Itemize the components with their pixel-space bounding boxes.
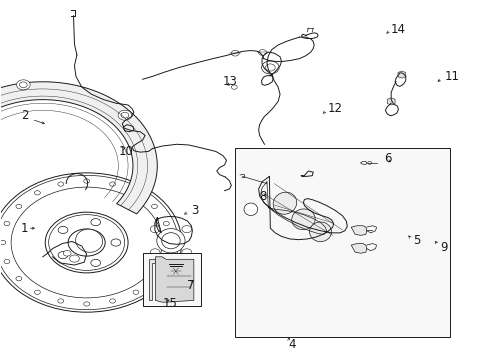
Circle shape bbox=[182, 249, 192, 256]
Circle shape bbox=[58, 226, 68, 234]
Polygon shape bbox=[0, 82, 157, 220]
Ellipse shape bbox=[273, 192, 297, 214]
Text: 10: 10 bbox=[118, 145, 133, 158]
Polygon shape bbox=[398, 71, 406, 78]
Polygon shape bbox=[351, 226, 367, 235]
Ellipse shape bbox=[157, 229, 185, 253]
Bar bbox=[143, 253, 201, 306]
Circle shape bbox=[0, 173, 182, 312]
Text: 7: 7 bbox=[187, 279, 194, 292]
Text: 9: 9 bbox=[440, 241, 447, 255]
Text: 2: 2 bbox=[21, 109, 28, 122]
Text: 5: 5 bbox=[413, 234, 420, 247]
Text: 12: 12 bbox=[328, 102, 343, 115]
Circle shape bbox=[262, 61, 279, 74]
Polygon shape bbox=[387, 98, 395, 105]
Polygon shape bbox=[351, 244, 367, 253]
Circle shape bbox=[63, 250, 71, 256]
Circle shape bbox=[17, 80, 30, 90]
Circle shape bbox=[150, 225, 160, 233]
Ellipse shape bbox=[75, 229, 102, 252]
Polygon shape bbox=[148, 259, 155, 300]
Circle shape bbox=[111, 239, 121, 246]
Circle shape bbox=[259, 50, 267, 55]
Circle shape bbox=[91, 259, 100, 266]
Ellipse shape bbox=[244, 203, 258, 216]
Text: 3: 3 bbox=[192, 204, 199, 217]
Ellipse shape bbox=[310, 222, 331, 242]
Text: 14: 14 bbox=[391, 23, 406, 36]
Circle shape bbox=[91, 219, 100, 226]
Circle shape bbox=[45, 212, 128, 273]
Text: 6: 6 bbox=[384, 152, 392, 165]
Text: 8: 8 bbox=[260, 190, 267, 203]
Text: 11: 11 bbox=[445, 70, 460, 83]
Circle shape bbox=[231, 85, 237, 89]
Text: 4: 4 bbox=[289, 338, 296, 351]
Circle shape bbox=[150, 249, 160, 256]
Text: 13: 13 bbox=[223, 75, 238, 88]
Circle shape bbox=[68, 229, 105, 256]
Polygon shape bbox=[155, 257, 194, 302]
Circle shape bbox=[182, 225, 192, 233]
Text: 15: 15 bbox=[163, 297, 178, 310]
Ellipse shape bbox=[292, 209, 315, 230]
Circle shape bbox=[70, 255, 79, 262]
Polygon shape bbox=[361, 161, 367, 164]
Bar bbox=[235, 148, 450, 337]
Circle shape bbox=[58, 252, 68, 259]
Ellipse shape bbox=[162, 233, 180, 249]
Circle shape bbox=[118, 110, 132, 120]
Circle shape bbox=[167, 265, 185, 278]
Text: 1: 1 bbox=[21, 222, 28, 235]
Circle shape bbox=[231, 50, 239, 56]
